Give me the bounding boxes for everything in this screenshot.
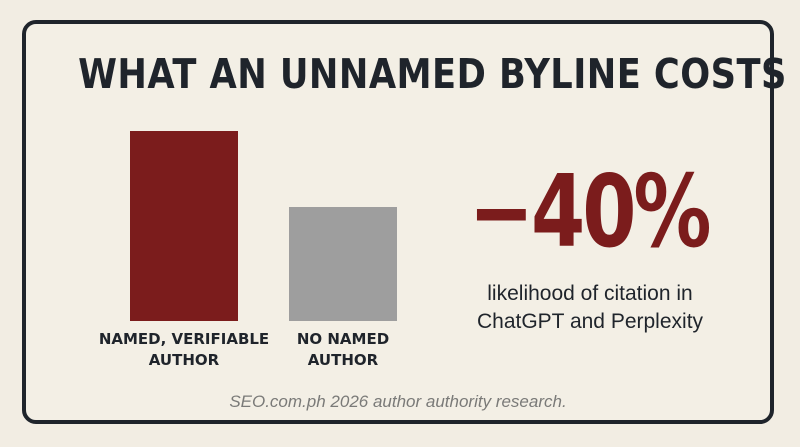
category-label-1-line-2: AUTHOR <box>149 351 220 369</box>
page-title: WHAT AN UNNAMED BYLINE COSTS <box>78 50 787 98</box>
stat-description-line-1: likelihood of citation in <box>487 282 693 305</box>
stat-value: −40% <box>468 153 712 270</box>
category-label-2-line-2: AUTHOR <box>308 351 379 369</box>
category-label-1: NAMED, VERIFIABLE AUTHOR <box>99 330 269 369</box>
category-label-2-line-1: NO NAMED <box>297 330 389 348</box>
bar-2 <box>289 207 397 321</box>
category-label-1-line-1: NAMED, VERIFIABLE <box>99 330 269 348</box>
category-label-2: NO NAMED AUTHOR <box>297 330 389 369</box>
bar-1 <box>130 131 238 321</box>
source-note: SEO.com.ph 2026 author authority researc… <box>229 392 567 411</box>
stat-description: likelihood of citation in ChatGPT and Pe… <box>440 280 740 336</box>
stat-description-line-2: ChatGPT and Perplexity <box>476 310 704 333</box>
bar-chart: NAMED, VERIFIABLE AUTHOR NO NAMED AUTHOR <box>99 131 397 369</box>
infographic-card: WHAT AN UNNAMED BYLINE COSTS NAMED, VERI… <box>22 20 787 424</box>
